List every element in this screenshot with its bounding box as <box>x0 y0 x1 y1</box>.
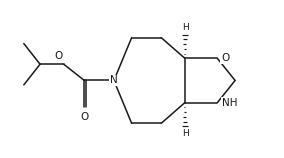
Text: H: H <box>182 23 189 32</box>
Text: O: O <box>80 112 89 122</box>
Text: H: H <box>182 129 189 138</box>
Text: NH: NH <box>222 98 237 108</box>
Text: O: O <box>54 51 62 61</box>
Text: N: N <box>110 76 118 85</box>
Text: O: O <box>221 53 229 63</box>
